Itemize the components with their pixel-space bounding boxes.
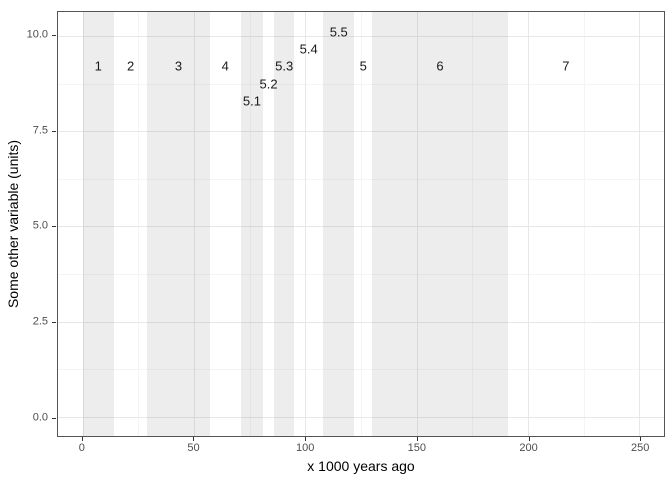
x-tick-label: 50: [187, 442, 200, 454]
x-tick-label: 0: [78, 442, 85, 454]
y-tick-label: 2.5: [32, 315, 48, 328]
x-minor-gridline: [249, 12, 251, 436]
stage-label: 1: [94, 58, 102, 74]
x-tick-mark: [416, 437, 418, 441]
y-minor-gridline: [58, 369, 664, 371]
x-tick-label: 200: [519, 442, 538, 454]
stage-label: 5: [359, 58, 367, 74]
stage-label: 3: [174, 58, 183, 74]
x-tick-label: 100: [295, 442, 315, 454]
y-minor-gridline: [58, 274, 664, 276]
y-tick-mark: [52, 130, 56, 132]
y-tick-mark: [52, 417, 56, 419]
stage-band: [82, 12, 114, 436]
x-major-gridline: [416, 12, 418, 436]
y-minor-gridline: [58, 83, 664, 85]
y-tick-label: 5.0: [32, 219, 48, 232]
x-minor-gridline: [472, 12, 474, 436]
x-major-gridline: [305, 12, 307, 436]
x-minor-gridline: [138, 12, 140, 436]
y-minor-gridline: [58, 178, 664, 180]
x-tick-mark: [305, 437, 307, 441]
x-tick-label: 150: [407, 442, 427, 454]
y-tick-label: 10.0: [26, 28, 48, 41]
stage-label: 5.3: [275, 58, 294, 74]
x-tick-mark: [528, 437, 530, 441]
plot-panel: 1 2 3 4 5.1 5.2 5.3 5.4 5.5 5 6 7: [57, 11, 665, 437]
x-major-gridline: [527, 12, 529, 436]
y-major-gridline: [58, 131, 664, 133]
y-tick-mark: [52, 322, 56, 324]
y-major-gridline: [58, 321, 664, 323]
x-tick-mark: [193, 437, 195, 441]
x-tick-mark: [640, 437, 642, 441]
y-major-gridline: [58, 416, 664, 418]
stage-band: [147, 12, 210, 436]
stage-band: [323, 12, 355, 436]
y-major-gridline: [58, 226, 664, 228]
stage-label: 2: [126, 58, 135, 74]
x-major-gridline: [194, 12, 196, 436]
stage-label: 5.4: [299, 41, 318, 57]
y-tick-mark: [52, 35, 56, 37]
x-minor-gridline: [361, 12, 362, 436]
x-major-gridline: [82, 12, 84, 436]
stage-band: [372, 12, 508, 436]
x-tick-mark: [81, 437, 83, 441]
stage-label: 7: [562, 58, 570, 74]
y-tick-label: 7.5: [32, 124, 48, 137]
stage-label: 6: [436, 58, 444, 74]
y-tick-mark: [52, 226, 56, 228]
stage-band: [240, 12, 264, 436]
stage-band: [274, 12, 295, 436]
x-major-gridline: [639, 12, 641, 436]
stage-label: 5.1: [242, 93, 261, 109]
stage-label: 5.2: [259, 76, 278, 92]
y-tick-label: 0.0: [32, 411, 48, 424]
x-axis-title: x 1000 years ago: [307, 458, 415, 474]
stage-label: 4: [221, 58, 229, 74]
y-major-gridline: [58, 36, 664, 37]
stage-label: 5.5: [329, 24, 348, 40]
x-tick-label: 250: [631, 442, 650, 454]
x-minor-gridline: [583, 12, 585, 436]
